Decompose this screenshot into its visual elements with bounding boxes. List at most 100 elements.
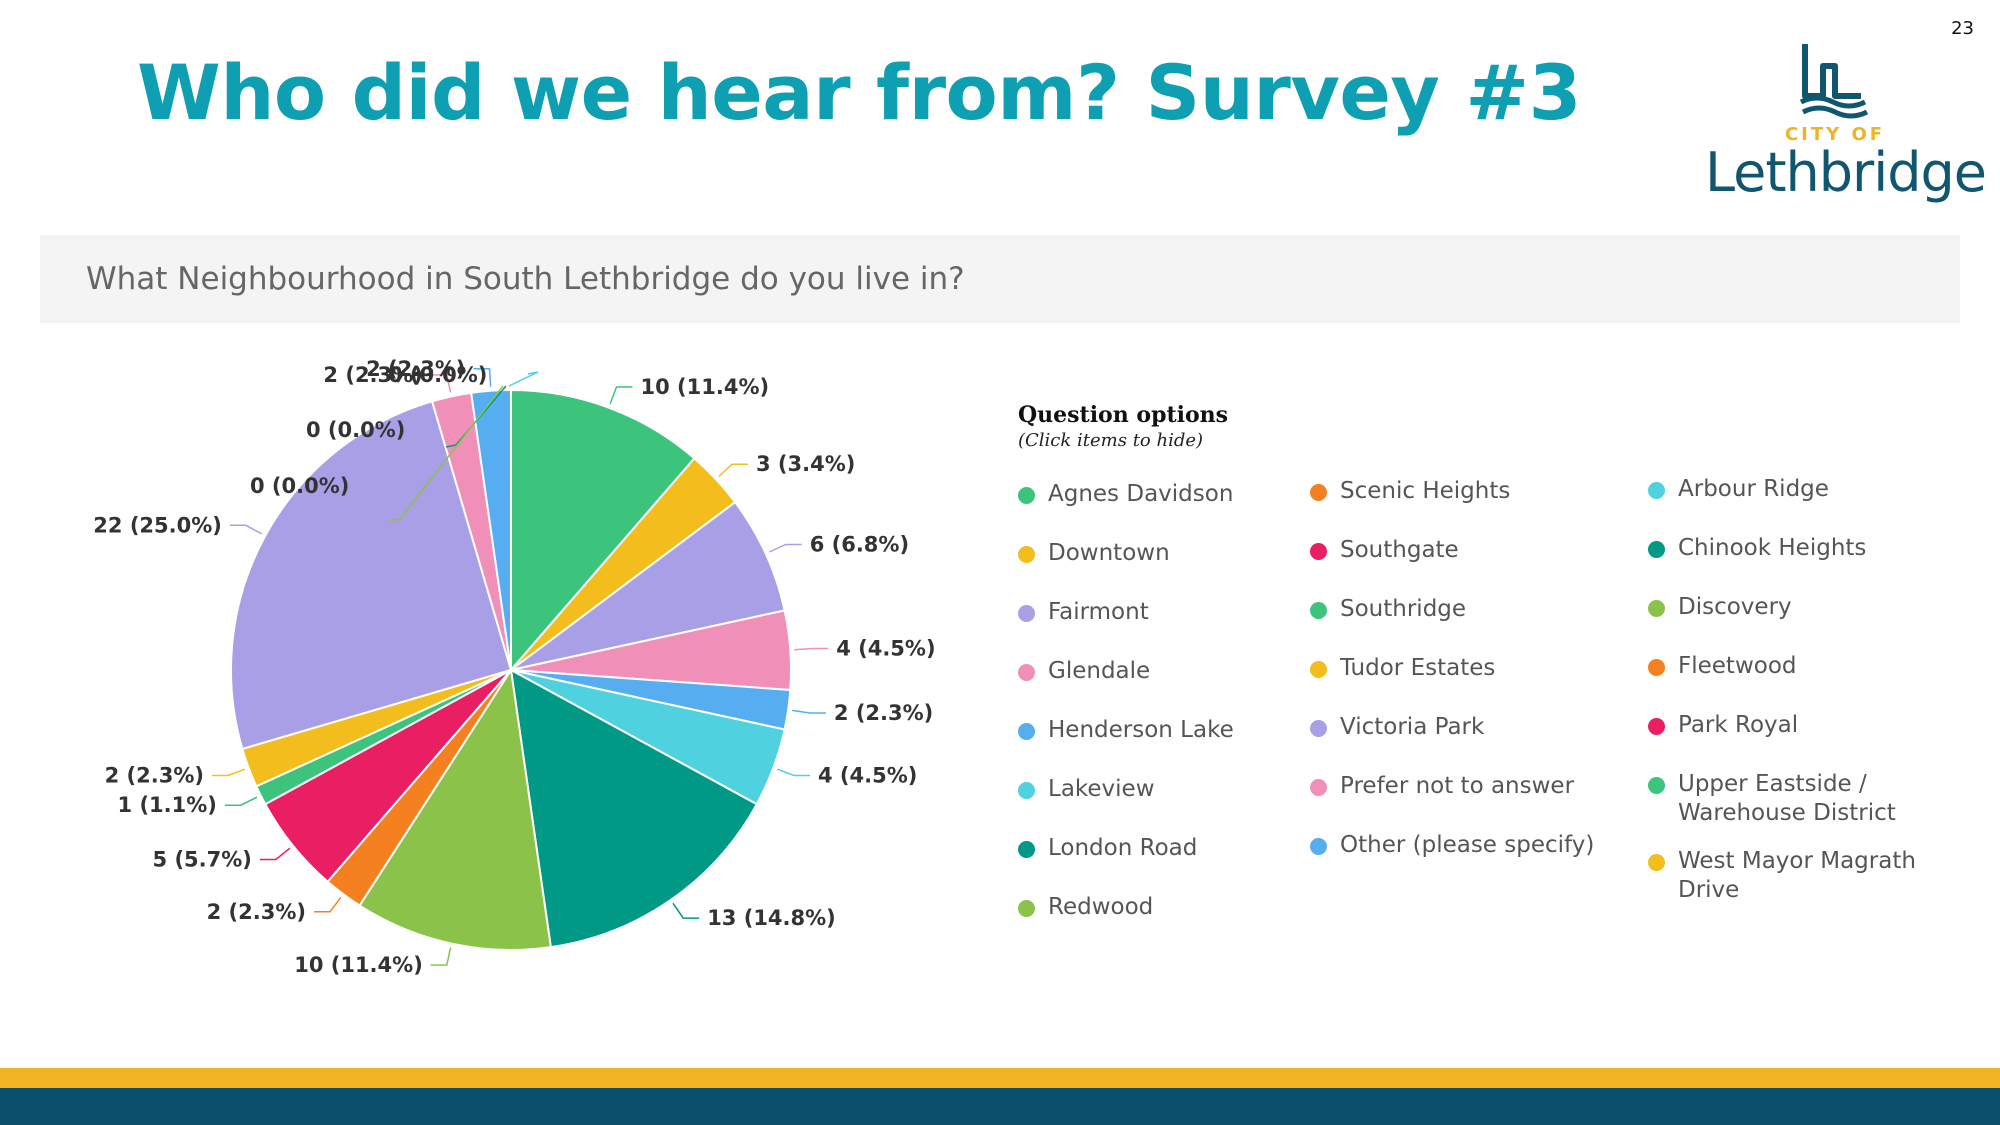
pie-slice-victoria-park[interactable]	[230, 400, 513, 751]
pie-slice-fairmont[interactable]	[510, 500, 786, 671]
legend-label: Glendale	[1048, 658, 1151, 684]
logo-name-text: Lethbridge	[1705, 141, 1987, 204]
legend-item-southridge[interactable]: Southridge	[1310, 595, 1610, 624]
leader-line-redwood	[430, 947, 452, 966]
question-header: What Neighbourhood in South Lethbridge d…	[40, 235, 1960, 323]
data-label-chinook-heights: 0 (0.0%)	[306, 418, 405, 442]
data-label-fairmont: 6 (6.8%)	[810, 533, 909, 557]
leader-line-arbour-ridge	[508, 371, 539, 387]
legend-label: Southgate	[1340, 537, 1459, 563]
legend-label: Scenic Heights	[1340, 478, 1511, 504]
legend-item-upper-eastside-warehouse-district[interactable]: Upper Eastside / Warehouse District	[1648, 770, 1948, 828]
legend-item-chinook-heights[interactable]: Chinook Heights	[1648, 534, 1948, 563]
legend-item-glendale[interactable]: Glendale	[1018, 657, 1318, 686]
legend-item-park-royal[interactable]: Park Royal	[1648, 711, 1948, 740]
legend-label: Agnes Davidson	[1048, 481, 1234, 507]
data-label-arbour-ridge: 0 (0.0%)	[388, 363, 487, 387]
data-label-downtown: 3 (3.4%)	[756, 452, 855, 476]
data-label-agnes-davidson: 10 (11.4%)	[641, 375, 770, 399]
page-title: Who did we hear from? Survey #3	[137, 48, 1581, 137]
data-label-prefer-not-to-answer: 2 (2.3%)	[323, 363, 422, 387]
footer-gold-band	[0, 1068, 2000, 1088]
legend-label: Southridge	[1340, 596, 1467, 622]
legend-item-other-please-specify[interactable]: Other (please specify)	[1310, 831, 1610, 860]
legend-item-victoria-park[interactable]: Victoria Park	[1310, 713, 1610, 742]
legend-label: Arbour Ridge	[1678, 476, 1829, 502]
legend-item-southgate[interactable]: Southgate	[1310, 536, 1610, 565]
leader-line-henderson-lake	[791, 709, 826, 714]
legend-item-tudor-estates[interactable]: Tudor Estates	[1310, 654, 1610, 683]
legend-item-discovery[interactable]: Discovery	[1648, 593, 1948, 622]
pie-slice-other-please-specify[interactable]	[470, 388, 512, 671]
leader-line-agnes-davidson	[609, 386, 633, 405]
legend-item-fleetwood[interactable]: Fleetwood	[1648, 652, 1948, 681]
legend-swatch	[1648, 777, 1665, 794]
legend-item-prefer-not-to-answer[interactable]: Prefer not to answer	[1310, 772, 1610, 801]
legend-label: Upper Eastside / Warehouse District	[1678, 771, 1896, 826]
legend-swatch	[1018, 664, 1035, 681]
legend-swatch	[1018, 546, 1035, 563]
leader-line-downtown	[718, 463, 748, 478]
legend-item-arbour-ridge[interactable]: Arbour Ridge	[1648, 475, 1948, 504]
data-label-lakeview: 4 (4.5%)	[818, 764, 917, 788]
legend-label: Redwood	[1048, 894, 1154, 920]
leader-line-fairmont	[768, 543, 802, 553]
legend-swatch	[1018, 605, 1035, 622]
data-label-henderson-lake: 2 (2.3%)	[834, 701, 933, 725]
legend-label: West Mayor Magrath Drive	[1678, 848, 1916, 903]
legend-item-scenic-heights[interactable]: Scenic Heights	[1310, 477, 1610, 506]
legend-swatch	[1648, 600, 1665, 617]
legend-label: Tudor Estates	[1340, 655, 1496, 681]
legend-swatch	[1648, 659, 1665, 676]
legend-item-fairmont[interactable]: Fairmont	[1018, 598, 1318, 627]
legend-subtitle: (Click items to hide)	[1018, 430, 1204, 451]
leader-line-prefer-not-to-answer	[430, 374, 452, 393]
leader-line-london-road	[672, 902, 700, 919]
legend-swatch	[1018, 487, 1035, 504]
leader-line-other-please-specify	[473, 368, 492, 387]
legend-item-agnes-davidson[interactable]: Agnes Davidson	[1018, 480, 1318, 509]
legend-label: Chinook Heights	[1678, 535, 1867, 561]
legend-swatch	[1310, 720, 1327, 737]
leader-line-southgate	[259, 847, 291, 861]
footer-navy-band	[0, 1088, 2000, 1125]
leader-line-glendale	[794, 647, 829, 651]
legend-label: Lakeview	[1048, 776, 1155, 802]
legend-label: Fairmont	[1048, 599, 1149, 625]
legend-swatch	[1310, 602, 1327, 619]
page-number: 23	[1951, 18, 1974, 39]
pie-slice-london-road[interactable]	[509, 668, 759, 949]
data-label-scenic-heights: 2 (2.3%)	[207, 900, 306, 924]
legend-swatch	[1648, 482, 1665, 499]
legend-item-redwood[interactable]: Redwood	[1018, 893, 1318, 922]
legend-swatch	[1648, 541, 1665, 558]
legend-label: Victoria Park	[1340, 714, 1485, 740]
pie-slice-agnes-davidson[interactable]	[510, 388, 696, 673]
city-logo: CITY OF Lethbridge	[1705, 36, 1987, 211]
legend-item-west-mayor-magrath-drive[interactable]: West Mayor Magrath Drive	[1648, 847, 1948, 905]
legend-swatch	[1018, 782, 1035, 799]
leader-line-victoria-park	[229, 524, 263, 535]
legend-item-lakeview[interactable]: Lakeview	[1018, 775, 1318, 804]
legend-item-london-road[interactable]: London Road	[1018, 834, 1318, 863]
legend-swatch	[1310, 779, 1327, 796]
legend-label: Downtown	[1048, 540, 1170, 566]
legend-item-downtown[interactable]: Downtown	[1018, 539, 1318, 568]
leader-line-chinook-heights	[445, 385, 507, 448]
data-label-victoria-park: 22 (25.0%)	[93, 513, 222, 537]
legend-label: London Road	[1048, 835, 1198, 861]
leader-line-discovery	[389, 385, 504, 522]
data-label-southgate: 5 (5.7%)	[153, 848, 252, 872]
data-label-london-road: 13 (14.8%)	[707, 906, 836, 930]
legend-swatch	[1018, 900, 1035, 917]
legend-label: Discovery	[1678, 594, 1792, 620]
data-label-other-please-specify: 2 (2.3%)	[366, 357, 465, 381]
legend-label: Prefer not to answer	[1340, 773, 1575, 799]
city-logo-icon	[1799, 44, 1869, 119]
legend-swatch	[1648, 854, 1665, 871]
pie-slice-redwood[interactable]	[358, 667, 552, 951]
leader-line-lakeview	[776, 768, 810, 777]
question-text: What Neighbourhood in South Lethbridge d…	[86, 261, 965, 297]
legend-item-henderson-lake[interactable]: Henderson Lake	[1018, 716, 1318, 745]
